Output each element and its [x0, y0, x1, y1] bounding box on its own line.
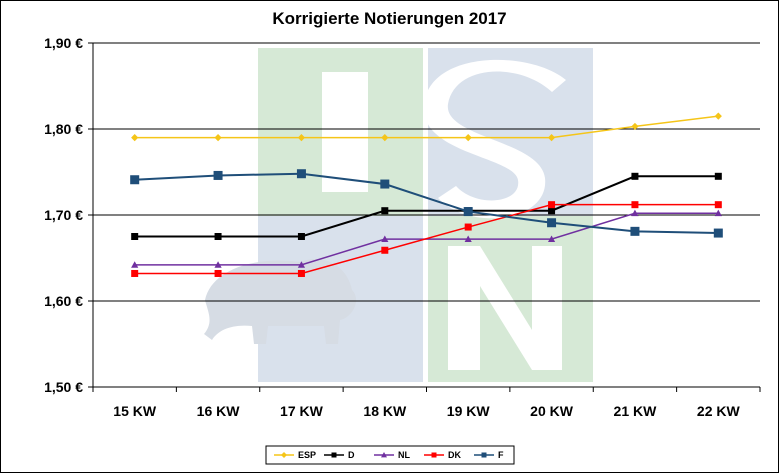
series-layer [130, 112, 723, 277]
legend-swatch-marker [431, 452, 437, 458]
x-tick-label: 20 KW [530, 403, 574, 419]
data-point-f [296, 169, 306, 179]
data-point-nl [131, 261, 139, 268]
data-point-d [131, 233, 139, 240]
data-point-f [130, 175, 140, 185]
data-point-d [548, 207, 556, 215]
data-point-dk [464, 223, 472, 231]
series-esp [131, 112, 722, 142]
x-tick-label: 16 KW [197, 403, 241, 419]
data-point-dk [714, 201, 722, 209]
data-point-d [714, 172, 722, 180]
data-point-dk [381, 246, 389, 254]
data-point-d [631, 172, 639, 180]
y-tick-label: 1,50 € [44, 379, 83, 395]
watermark-logo [204, 48, 593, 382]
legend-item-nl: NL [374, 450, 410, 460]
y-tick-label: 1,80 € [44, 121, 83, 137]
x-tick-label: 19 KW [447, 403, 491, 419]
data-point-esp [714, 112, 722, 120]
legend: ESP D NL DK F [265, 445, 515, 465]
data-point-esp [631, 122, 639, 131]
data-point-nl [714, 209, 722, 217]
watermark-letter-n [448, 246, 562, 370]
series-f [130, 169, 723, 238]
data-point-d [297, 233, 305, 240]
data-point-dk [297, 269, 305, 277]
data-point-f [380, 179, 390, 189]
plot-area: 1,50 € 1,60 € 1,70 € 1,80 € 1,90 € 15 KW 16 K… [44, 35, 761, 419]
data-point-nl [214, 261, 222, 268]
legend-item-esp: ESP [274, 450, 316, 460]
legend-label-esp: ESP [298, 450, 316, 460]
data-point-esp [381, 134, 389, 142]
data-point-nl [547, 235, 556, 242]
watermark-letter-s [423, 59, 566, 219]
data-point-dk [214, 269, 222, 277]
series-line-dk [134, 203, 719, 275]
x-tick-label: 15 KW [113, 403, 157, 419]
legend-swatch-marker [481, 452, 487, 458]
series-line-f [134, 172, 719, 235]
watermark-letter-i [322, 72, 368, 192]
data-point-f [547, 218, 557, 228]
legend-label-d: D [348, 450, 355, 460]
data-point-dk [631, 201, 639, 209]
legend-label-f: F [498, 450, 504, 460]
data-point-dk [131, 269, 139, 277]
data-point-f [630, 226, 640, 236]
x-tick-label: 18 KW [363, 403, 407, 419]
y-tick-label: 1,60 € [44, 293, 83, 309]
chart-title: Korrigierte Notierungen 2017 [272, 9, 507, 28]
data-point-dk [548, 201, 556, 209]
gridlines [93, 42, 760, 302]
data-point-esp [464, 134, 472, 142]
y-tick-label: 1,70 € [44, 207, 83, 223]
y-tick-label: 1,90 € [44, 35, 83, 51]
data-point-d [214, 233, 222, 240]
data-point-nl [631, 209, 639, 217]
data-point-f [463, 207, 473, 217]
data-point-nl [381, 235, 389, 242]
data-point-nl [297, 261, 306, 268]
data-point-d [381, 207, 389, 215]
legend-item-d: D [324, 450, 355, 460]
series-line-d [134, 175, 719, 238]
data-point-f [713, 228, 723, 238]
data-point-esp [547, 134, 556, 142]
legend-swatch-marker [281, 452, 287, 458]
series-dk [131, 201, 722, 277]
data-point-esp [297, 134, 306, 142]
legend-label-nl: NL [398, 450, 410, 460]
data-point-esp [131, 134, 139, 142]
legend-item-f: F [474, 450, 504, 460]
series-line-esp [134, 115, 719, 139]
data-point-esp [214, 134, 222, 142]
x-tick-label: 17 KW [280, 403, 324, 419]
y-axis-ticks: 1,50 € 1,60 € 1,70 € 1,80 € 1,90 € [44, 35, 93, 395]
x-tick-label: 21 KW [614, 403, 658, 419]
legend-label-dk: DK [448, 450, 461, 460]
data-point-f [213, 170, 223, 180]
data-point-nl [464, 235, 472, 242]
legend-swatch-marker [381, 452, 387, 458]
x-axis-ticks: 15 KW 16 KW 17 KW 18 KW 19 KW 20 KW 21 KW 22 KW [92, 387, 761, 419]
x-tick-label: 22 KW [697, 403, 741, 419]
legend-item-dk: DK [424, 450, 461, 460]
legend-swatch-marker [331, 452, 337, 458]
